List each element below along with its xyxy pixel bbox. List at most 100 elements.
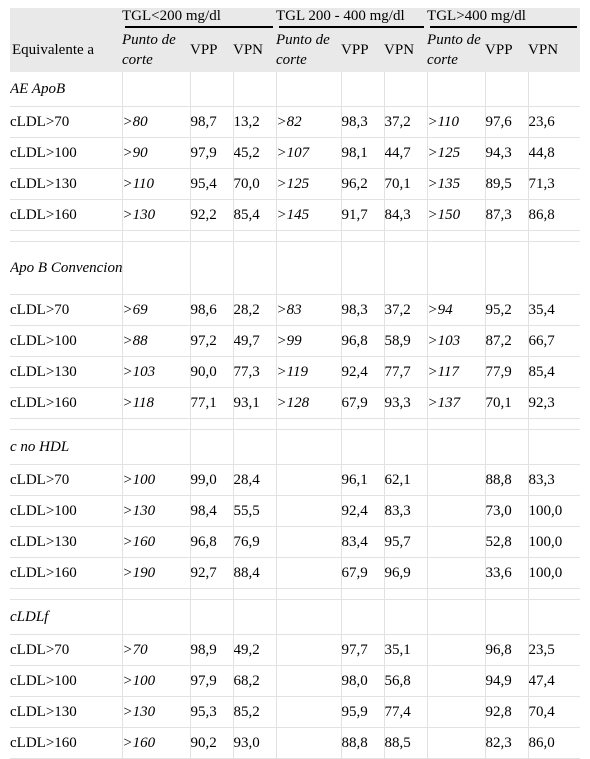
row-label: cLDL>160: [10, 557, 122, 589]
empty-cell: [232, 241, 277, 295]
vpp-cell: 98,7: [189, 106, 233, 138]
vpn-cell: 70,0: [232, 168, 277, 200]
vpp-cell: 97,9: [189, 137, 233, 169]
vpp-cell: 90,0: [189, 356, 233, 388]
empty-cell: [484, 588, 529, 600]
vpn-cell: 93,1: [232, 387, 277, 419]
cutoff-cell: >125: [426, 137, 486, 169]
vpp-cell: 96,8: [484, 634, 529, 666]
cutoff-cell: [426, 665, 486, 697]
vpp-cell: 95,9: [340, 696, 385, 728]
vpp-cell: 97,6: [484, 106, 529, 138]
empty-cell: [340, 429, 385, 465]
empty-cell: [340, 599, 385, 635]
vpp-cell: 67,9: [340, 387, 385, 419]
vpp-cell: 77,1: [189, 387, 233, 419]
vpn-cell: 85,2: [232, 696, 277, 728]
vpn-cell: 84,3: [383, 199, 428, 231]
group-header-tgl-high: TGL>400 mg/dl: [427, 8, 581, 28]
table-row: cLDL>100 >100 97,9 68,2 98,0 56,8 94,9 47,4: [10, 665, 581, 697]
subheader-cutoff: Punto de corte: [427, 28, 486, 72]
table-row: cLDL>130 >110 95,4 70,0 >125 96,2 70,1 >135 89,5…: [10, 168, 581, 200]
table-row: cLDL>70 >100 99,0 28,4 96,1 62,1 88,8 83,3: [10, 464, 581, 496]
vpp-cell: 95,4: [189, 168, 233, 200]
empty-cell: [189, 72, 233, 107]
vpp-cell: 95,3: [189, 696, 233, 728]
empty-cell: [426, 588, 486, 600]
spacer-row: [10, 588, 581, 600]
vpn-cell: 96,9: [383, 557, 428, 589]
section-header-row: AE ApoB: [10, 72, 581, 107]
cutoff-cell: >94: [426, 294, 486, 326]
table-row: cLDL>100 >130 98,4 55,5 92,4 83,3 73,0 100,0: [10, 495, 581, 527]
cutoff-cell: >137: [426, 387, 486, 419]
section-title: c no HDL: [10, 429, 122, 465]
vpn-cell: 88,5: [383, 727, 428, 759]
vpp-cell: 67,9: [340, 557, 385, 589]
empty-cell: [426, 429, 486, 465]
vpn-cell: 23,6: [527, 106, 581, 138]
empty-cell: [10, 418, 122, 430]
empty-cell: [484, 599, 529, 635]
vpp-cell: 88,8: [340, 727, 385, 759]
empty-cell: [527, 72, 581, 107]
empty-cell: [426, 230, 486, 242]
empty-cell: [383, 418, 428, 430]
empty-cell: [121, 418, 190, 430]
table-row: cLDL>70 >69 98,6 28,2 >83 98,3 37,2 >94 95,2 35,4: [10, 294, 581, 326]
table-row: cLDL>70 >80 98,7 13,2 >82 98,3 37,2 >110 97,6 23,…: [10, 106, 581, 138]
row-label: cLDL>130: [10, 168, 122, 200]
vpp-cell: 98,6: [189, 294, 233, 326]
cutoff-cell: >130: [121, 199, 190, 231]
row-label: cLDL>160: [10, 387, 122, 419]
empty-cell: [232, 588, 277, 600]
vpn-cell: 62,1: [383, 464, 428, 496]
empty-cell: [189, 429, 233, 465]
section-title: cLDLf: [10, 599, 122, 635]
vpn-cell: 28,4: [232, 464, 277, 496]
vpp-cell: 87,2: [484, 325, 529, 357]
row-label: cLDL>70: [10, 106, 122, 138]
vpp-cell: 92,4: [340, 356, 385, 388]
vpn-cell: 28,2: [232, 294, 277, 326]
vpn-cell: 37,2: [383, 106, 428, 138]
cutoff-cell: >117: [426, 356, 486, 388]
empty-cell: [275, 588, 342, 600]
empty-cell: [189, 241, 233, 295]
subheader-cutoff: Punto de corte: [122, 28, 190, 72]
table-row: cLDL>160 >130 92,2 85,4 >145 91,7 84,3 >150 87,3…: [10, 199, 581, 231]
section-title: Apo B Convencional: [10, 241, 122, 295]
vpp-cell: 99,0: [189, 464, 233, 496]
vpp-cell: 70,1: [484, 387, 529, 419]
empty-cell: [232, 72, 277, 107]
cutoff-cell: [275, 634, 342, 666]
vpn-cell: 35,4: [527, 294, 581, 326]
cutoff-cell: [426, 557, 486, 589]
subheader-vpn: VPN: [384, 28, 428, 72]
vpp-cell: 94,3: [484, 137, 529, 169]
row-label: cLDL>160: [10, 199, 122, 231]
cutoff-cell: >125: [275, 168, 342, 200]
row-label: cLDL>100: [10, 665, 122, 697]
vpp-cell: 92,8: [484, 696, 529, 728]
empty-cell: [121, 241, 190, 295]
vpp-cell: 95,2: [484, 294, 529, 326]
vpn-cell: 77,3: [232, 356, 277, 388]
subheader-vpn: VPN: [233, 28, 277, 72]
empty-cell: [484, 241, 529, 295]
cutoff-cell: >100: [121, 665, 190, 697]
vpp-cell: 98,9: [189, 634, 233, 666]
subheader-cutoff: Punto de corte: [276, 28, 342, 72]
cutoff-cell: [275, 557, 342, 589]
cutoff-cell: [275, 727, 342, 759]
vpp-cell: 92,7: [189, 557, 233, 589]
empty-cell: [121, 429, 190, 465]
vpn-cell: 47,4: [527, 665, 581, 697]
vpn-cell: 92,3: [527, 387, 581, 419]
vpp-cell: 89,5: [484, 168, 529, 200]
cutoff-cell: [275, 526, 342, 558]
vpn-cell: 100,0: [527, 495, 581, 527]
empty-cell: [527, 230, 581, 242]
empty-cell: [383, 241, 428, 295]
empty-cell: [484, 429, 529, 465]
